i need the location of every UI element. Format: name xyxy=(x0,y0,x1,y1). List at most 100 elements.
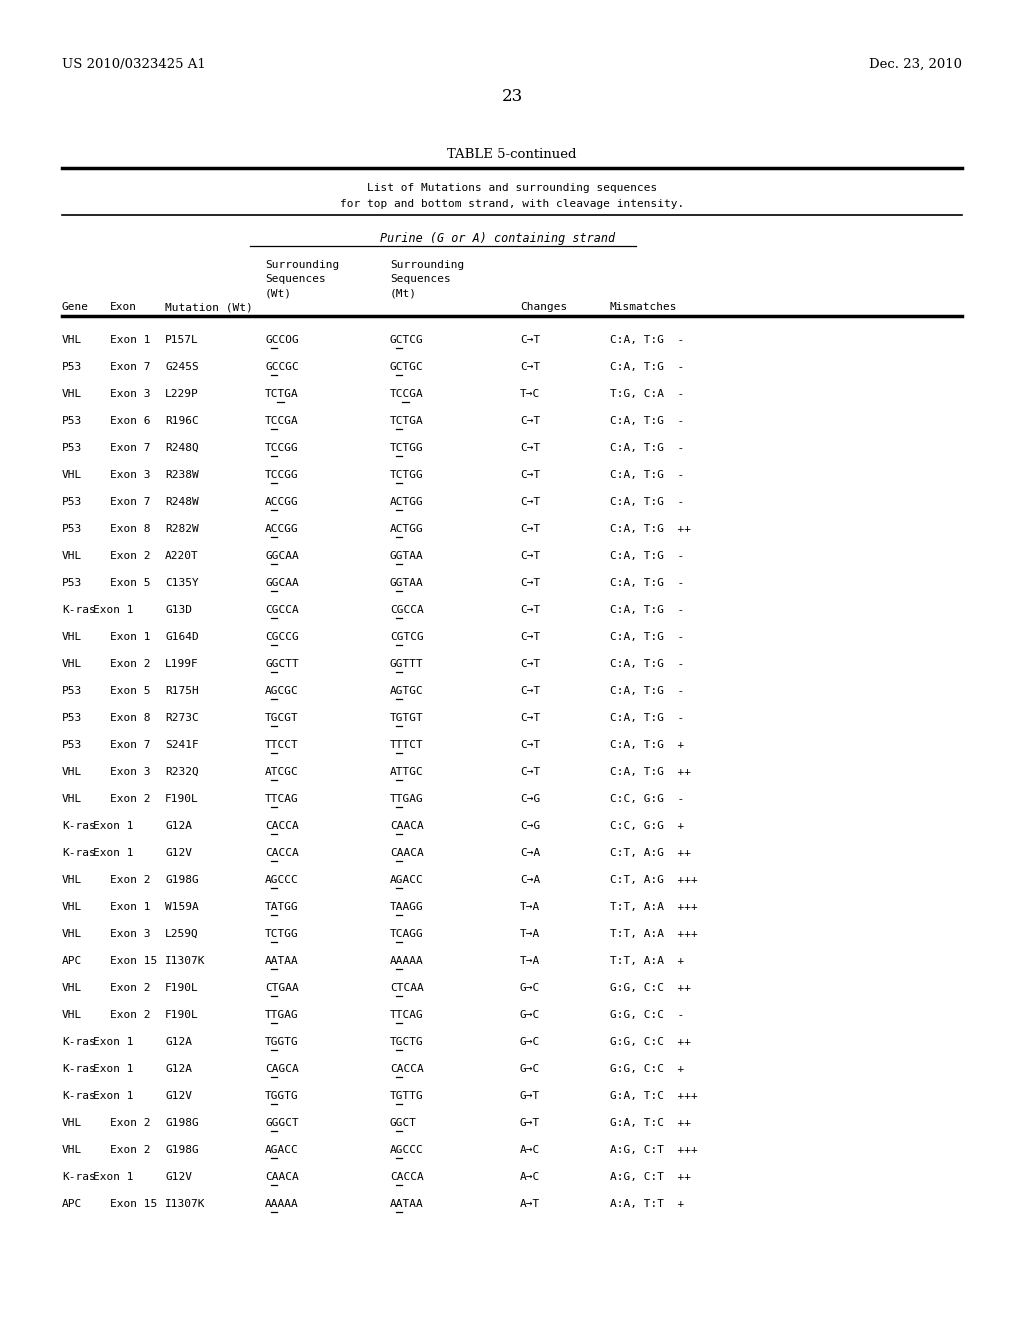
Text: C→G: C→G xyxy=(520,821,541,832)
Text: G:G, C:C  ++: G:G, C:C ++ xyxy=(610,1038,691,1047)
Text: A:G, C:T  ++: A:G, C:T ++ xyxy=(610,1172,691,1181)
Text: P53: P53 xyxy=(62,444,82,453)
Text: C:T, A:G  +++: C:T, A:G +++ xyxy=(610,875,697,884)
Text: Exon 1: Exon 1 xyxy=(110,902,151,912)
Text: C→T: C→T xyxy=(520,659,541,669)
Text: Exon 3: Exon 3 xyxy=(110,767,151,777)
Text: (Mt): (Mt) xyxy=(390,288,417,298)
Text: CTCAA: CTCAA xyxy=(390,983,424,993)
Text: Exon 3: Exon 3 xyxy=(110,470,151,480)
Text: VHL: VHL xyxy=(62,1144,82,1155)
Text: C→T: C→T xyxy=(520,578,541,587)
Text: P53: P53 xyxy=(62,578,82,587)
Text: Exon 3: Exon 3 xyxy=(110,929,151,939)
Text: TGTTG: TGTTG xyxy=(390,1092,424,1101)
Text: Exon 6: Exon 6 xyxy=(110,416,151,426)
Text: R273C: R273C xyxy=(165,713,199,723)
Text: Surrounding: Surrounding xyxy=(265,260,339,271)
Text: Changes: Changes xyxy=(520,302,567,312)
Text: T:T, A:A  +: T:T, A:A + xyxy=(610,956,684,966)
Text: TGCGT: TGCGT xyxy=(265,713,299,723)
Text: G12V: G12V xyxy=(165,847,193,858)
Text: K-ras: K-ras xyxy=(62,605,96,615)
Text: CACCA: CACCA xyxy=(390,1172,424,1181)
Text: Exon 1: Exon 1 xyxy=(93,605,133,615)
Text: R196C: R196C xyxy=(165,416,199,426)
Text: C→T: C→T xyxy=(520,335,541,345)
Text: TATGG: TATGG xyxy=(265,902,299,912)
Text: TGGTG: TGGTG xyxy=(265,1038,299,1047)
Text: TGGTG: TGGTG xyxy=(265,1092,299,1101)
Text: G→C: G→C xyxy=(520,1038,541,1047)
Text: GCTGC: GCTGC xyxy=(390,362,424,372)
Text: G→C: G→C xyxy=(520,1010,541,1020)
Text: List of Mutations and surrounding sequences: List of Mutations and surrounding sequen… xyxy=(367,183,657,193)
Text: Exon 7: Exon 7 xyxy=(110,741,151,750)
Text: K-ras: K-ras xyxy=(62,1038,96,1047)
Text: ATCGC: ATCGC xyxy=(265,767,299,777)
Text: Sequences: Sequences xyxy=(265,275,326,284)
Text: TTCAG: TTCAG xyxy=(390,1010,424,1020)
Text: G12A: G12A xyxy=(165,821,193,832)
Text: Exon 7: Exon 7 xyxy=(110,362,151,372)
Text: VHL: VHL xyxy=(62,1010,82,1020)
Text: F190L: F190L xyxy=(165,1010,199,1020)
Text: Exon 1: Exon 1 xyxy=(93,1092,133,1101)
Text: APC: APC xyxy=(62,956,82,966)
Text: G245S: G245S xyxy=(165,362,199,372)
Text: C→A: C→A xyxy=(520,875,541,884)
Text: F190L: F190L xyxy=(165,795,199,804)
Text: AAAAA: AAAAA xyxy=(390,956,424,966)
Text: C→T: C→T xyxy=(520,741,541,750)
Text: G→T: G→T xyxy=(520,1118,541,1129)
Text: T→C: T→C xyxy=(520,389,541,399)
Text: CGCCA: CGCCA xyxy=(390,605,424,615)
Text: C→T: C→T xyxy=(520,713,541,723)
Text: C:A, T:G  ++: C:A, T:G ++ xyxy=(610,767,691,777)
Text: K-ras: K-ras xyxy=(62,1172,96,1181)
Text: R175H: R175H xyxy=(165,686,199,696)
Text: T:G, C:A  -: T:G, C:A - xyxy=(610,389,684,399)
Text: K-ras: K-ras xyxy=(62,821,96,832)
Text: G12A: G12A xyxy=(165,1064,193,1074)
Text: G:G, C:C  ++: G:G, C:C ++ xyxy=(610,983,691,993)
Text: VHL: VHL xyxy=(62,902,82,912)
Text: CACCA: CACCA xyxy=(390,1064,424,1074)
Text: R248Q: R248Q xyxy=(165,444,199,453)
Text: ACTGG: ACTGG xyxy=(390,524,424,535)
Text: VHL: VHL xyxy=(62,389,82,399)
Text: TCTGA: TCTGA xyxy=(265,389,299,399)
Text: C:A, T:G  -: C:A, T:G - xyxy=(610,498,684,507)
Text: C→T: C→T xyxy=(520,498,541,507)
Text: G198G: G198G xyxy=(165,1118,199,1129)
Text: GGCAA: GGCAA xyxy=(265,550,299,561)
Text: Exon 8: Exon 8 xyxy=(110,713,151,723)
Text: VHL: VHL xyxy=(62,659,82,669)
Text: GCCGC: GCCGC xyxy=(265,362,299,372)
Text: TABLE 5-continued: TABLE 5-continued xyxy=(447,148,577,161)
Text: GCCOG: GCCOG xyxy=(265,335,299,345)
Text: GGCTT: GGCTT xyxy=(265,659,299,669)
Text: Exon 1: Exon 1 xyxy=(93,1038,133,1047)
Text: A→C: A→C xyxy=(520,1172,541,1181)
Text: VHL: VHL xyxy=(62,550,82,561)
Text: R232Q: R232Q xyxy=(165,767,199,777)
Text: TCCGG: TCCGG xyxy=(265,444,299,453)
Text: ATTGC: ATTGC xyxy=(390,767,424,777)
Text: G164D: G164D xyxy=(165,632,199,642)
Text: TCCGA: TCCGA xyxy=(390,389,424,399)
Text: CAACA: CAACA xyxy=(390,847,424,858)
Text: CGTCG: CGTCG xyxy=(390,632,424,642)
Text: VHL: VHL xyxy=(62,795,82,804)
Text: Exon 2: Exon 2 xyxy=(110,1118,151,1129)
Text: TGCTG: TGCTG xyxy=(390,1038,424,1047)
Text: ACCGG: ACCGG xyxy=(265,524,299,535)
Text: VHL: VHL xyxy=(62,335,82,345)
Text: VHL: VHL xyxy=(62,470,82,480)
Text: US 2010/0323425 A1: US 2010/0323425 A1 xyxy=(62,58,206,71)
Text: G→T: G→T xyxy=(520,1092,541,1101)
Text: Surrounding: Surrounding xyxy=(390,260,464,271)
Text: C:C, G:G  +: C:C, G:G + xyxy=(610,821,684,832)
Text: TTCCT: TTCCT xyxy=(265,741,299,750)
Text: ACTGG: ACTGG xyxy=(390,498,424,507)
